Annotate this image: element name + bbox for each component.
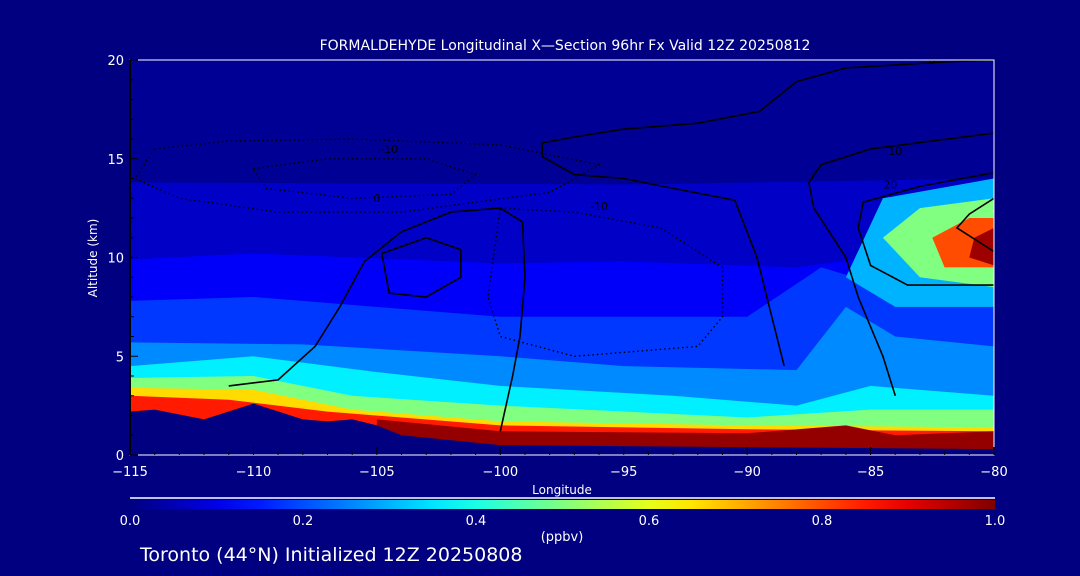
contour-lines: -10 -10 0 0 10 20	[133, 54, 994, 432]
colorbar-tick-label: 0.4	[466, 514, 487, 529]
contour-line	[541, 60, 994, 367]
contour-label: 10	[888, 145, 902, 158]
x-tick-label: −115	[112, 465, 148, 480]
contour-line	[857, 171, 994, 286]
colorbar-tick-label: 0.8	[812, 514, 833, 529]
filled-region	[969, 227, 994, 266]
y-tick-label: 0	[116, 449, 124, 464]
contour-line	[808, 132, 994, 397]
contour-line	[381, 236, 462, 298]
x-axis-label: Longitude	[532, 483, 592, 497]
contour-label: 20	[883, 178, 897, 191]
y-tick-label: 5	[116, 350, 124, 365]
y-tick-label: 20	[107, 54, 124, 69]
colorbar-tick-label: 0.0	[120, 514, 141, 529]
footer-station-text: Toronto (44°N) Initialized 12Z 20250808	[139, 544, 523, 566]
contour-label: -10	[590, 200, 608, 213]
filled-region	[376, 419, 994, 452]
x-tick-label: −90	[733, 465, 760, 480]
x-tick-label: −110	[236, 465, 272, 480]
contour-label: 0	[373, 192, 380, 205]
x-tick-label: −95	[610, 465, 637, 480]
contour-line	[487, 207, 724, 358]
contour-line	[955, 197, 994, 253]
x-tick-label: −80	[980, 465, 1007, 480]
x-tick-label: −100	[482, 465, 518, 480]
colorbar-tick-label: 1.0	[985, 514, 1006, 529]
colorbar-tick-label: 0.2	[293, 514, 314, 529]
colorbar-tick-label: 0.6	[639, 514, 660, 529]
contour-label: -10	[380, 143, 398, 156]
chart-title: FORMALDEHYDE Longitudinal X—Section 96hr…	[320, 38, 811, 54]
contour-line	[228, 207, 526, 432]
y-tick-label: 10	[107, 252, 124, 267]
contour-line	[252, 158, 478, 200]
filled-regions	[130, 60, 994, 455]
x-tick-label: −105	[359, 465, 395, 480]
colorbar-ticks: 0.0 0.2 0.4 0.6 0.8 1.0	[120, 514, 1006, 529]
colorbar	[130, 500, 995, 509]
contour-label: 0	[929, 54, 936, 67]
x-tick-label: −85	[857, 465, 884, 480]
y-axis-label: Altitude (km)	[86, 219, 100, 298]
y-tick-label: 15	[107, 153, 124, 168]
colorbar-units: (ppbv)	[541, 530, 584, 545]
terrain-mask	[130, 403, 994, 455]
contour-line	[133, 138, 601, 213]
axes: −115 −110 −105 −100 −95 −90 −85 −80 0 5 10 15 20	[107, 54, 1007, 480]
